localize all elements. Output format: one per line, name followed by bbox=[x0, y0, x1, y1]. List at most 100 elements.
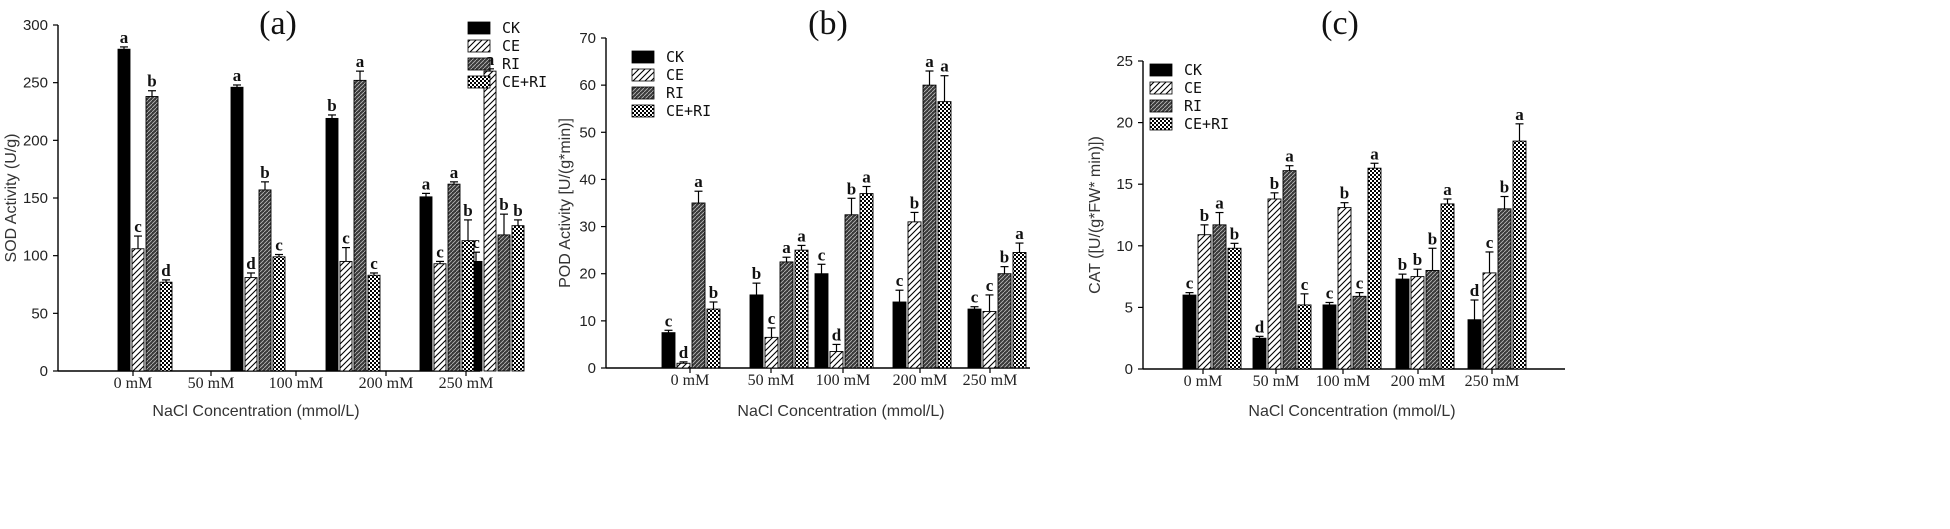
y-tick-label: 100 bbox=[23, 248, 48, 265]
bar-ck bbox=[661, 332, 676, 369]
y-tick-label: 5 bbox=[1125, 299, 1133, 316]
bar-ce bbox=[483, 70, 497, 372]
significance-letter: c bbox=[342, 229, 350, 248]
bar-ce-ri bbox=[1012, 252, 1027, 369]
significance-letter: b bbox=[499, 195, 508, 214]
bar-ri bbox=[691, 202, 706, 369]
significance-letter: d bbox=[832, 325, 842, 344]
legend-label: CE+RI bbox=[502, 73, 547, 91]
x-tick-label: 0 mM bbox=[1184, 373, 1223, 390]
bar-ce-ri bbox=[1297, 304, 1312, 370]
significance-letter: a bbox=[1215, 194, 1224, 213]
significance-letter: a bbox=[782, 238, 791, 257]
y-tick-label: 60 bbox=[579, 77, 596, 94]
y-tick-label: 70 bbox=[579, 30, 596, 47]
significance-letter: b bbox=[147, 72, 156, 91]
x-tick-label: 50 mM bbox=[748, 372, 795, 389]
significance-letter: b bbox=[1500, 178, 1509, 197]
significance-letter: a bbox=[450, 163, 459, 182]
x-tick-label: 250 mM bbox=[963, 372, 1018, 389]
bar-ce bbox=[1337, 207, 1352, 370]
legend-label: CE bbox=[1184, 79, 1202, 97]
bar-ck bbox=[892, 301, 907, 369]
y-tick-label: 25 bbox=[1116, 53, 1133, 70]
significance-letter: c bbox=[1301, 275, 1309, 294]
x-tick-label: 200 mM bbox=[359, 375, 414, 392]
bar-ck bbox=[1322, 304, 1337, 370]
significance-letter: a bbox=[356, 52, 365, 71]
bar-ce-ri bbox=[859, 193, 874, 369]
significance-letter: c bbox=[436, 242, 444, 261]
significance-letter: a bbox=[1015, 224, 1024, 243]
x-axis-title: NaCl Concentration (mmol/L) bbox=[737, 403, 944, 420]
significance-letter: b bbox=[463, 201, 472, 220]
significance-letter: d bbox=[1470, 281, 1480, 300]
bar-ck bbox=[749, 294, 764, 369]
y-tick-label: 300 bbox=[23, 17, 48, 34]
significance-letter: a bbox=[797, 226, 806, 245]
significance-letter: c bbox=[1186, 274, 1194, 293]
legend-swatch bbox=[1149, 63, 1173, 77]
significance-letter: b bbox=[1230, 224, 1239, 243]
significance-letter: b bbox=[1413, 250, 1422, 269]
bar-ri bbox=[997, 273, 1012, 369]
legend-label: CK bbox=[1184, 61, 1202, 79]
bar-ck bbox=[967, 308, 982, 369]
legend-swatch bbox=[1149, 99, 1173, 113]
legend-label: CE+RI bbox=[666, 102, 711, 120]
legend-swatch bbox=[1149, 117, 1173, 131]
bar-ri bbox=[258, 189, 272, 372]
significance-letter: b bbox=[1398, 255, 1407, 274]
panel-title: (a) bbox=[259, 5, 297, 42]
bar-ck bbox=[325, 117, 339, 372]
x-tick-label: 100 mM bbox=[269, 375, 324, 392]
y-axis-title: CAT ([U/(g*FW* min)]) bbox=[1087, 136, 1104, 294]
bar-ri bbox=[1212, 224, 1227, 370]
significance-letter: c bbox=[134, 217, 142, 236]
significance-letter: a bbox=[233, 66, 242, 85]
significance-letter: a bbox=[1443, 180, 1452, 199]
bar-ri bbox=[1497, 208, 1512, 370]
significance-letter: c bbox=[986, 276, 994, 295]
legend-swatch bbox=[631, 50, 655, 64]
x-tick-label: 50 mM bbox=[188, 375, 235, 392]
bar-ri bbox=[779, 261, 794, 369]
significance-letter: c bbox=[896, 271, 904, 290]
x-axis-title: NaCl Concentration (mmol/L) bbox=[152, 403, 359, 420]
chart-panel-a: 0 50 100 150 200 250 300 0 mM 50 mM 100 mM 200 mM 2… bbox=[3, 5, 547, 420]
significance-letter: b bbox=[709, 283, 718, 302]
y-tick-label: 40 bbox=[579, 171, 596, 188]
y-tick-label: 200 bbox=[23, 132, 48, 149]
significance-letter: b bbox=[1000, 248, 1009, 267]
x-tick-label: 100 mM bbox=[816, 372, 871, 389]
x-tick-label: 0 mM bbox=[671, 372, 710, 389]
bar-ce bbox=[907, 221, 922, 369]
y-tick-label: 10 bbox=[579, 313, 596, 330]
significance-letter: c bbox=[370, 254, 378, 273]
significance-letter: c bbox=[818, 245, 826, 264]
bar-ce-ri bbox=[367, 274, 381, 372]
bar-ri bbox=[844, 214, 859, 369]
bar-ck bbox=[1395, 278, 1410, 370]
bar-ce-ri bbox=[461, 240, 475, 372]
y-tick-label: 10 bbox=[1116, 238, 1133, 255]
bar-ce-ri bbox=[159, 281, 173, 372]
y-tick-label: 0 bbox=[40, 363, 48, 380]
bar-ck bbox=[1467, 319, 1482, 370]
significance-letter: b bbox=[847, 179, 856, 198]
legend-swatch bbox=[631, 86, 655, 100]
y-axis-title: POD Activity [U/(g*min)] bbox=[557, 118, 574, 288]
bar-ri bbox=[353, 79, 367, 372]
bar-ck bbox=[1252, 337, 1267, 370]
bar-ce bbox=[982, 310, 997, 369]
y-tick-label: 30 bbox=[579, 219, 596, 236]
significance-letter: b bbox=[752, 264, 761, 283]
bar-ce bbox=[764, 336, 779, 369]
bar-ce bbox=[433, 263, 447, 372]
significance-letter: c bbox=[472, 233, 480, 252]
bar-ce bbox=[1267, 198, 1282, 370]
significance-letter: b bbox=[327, 96, 336, 115]
